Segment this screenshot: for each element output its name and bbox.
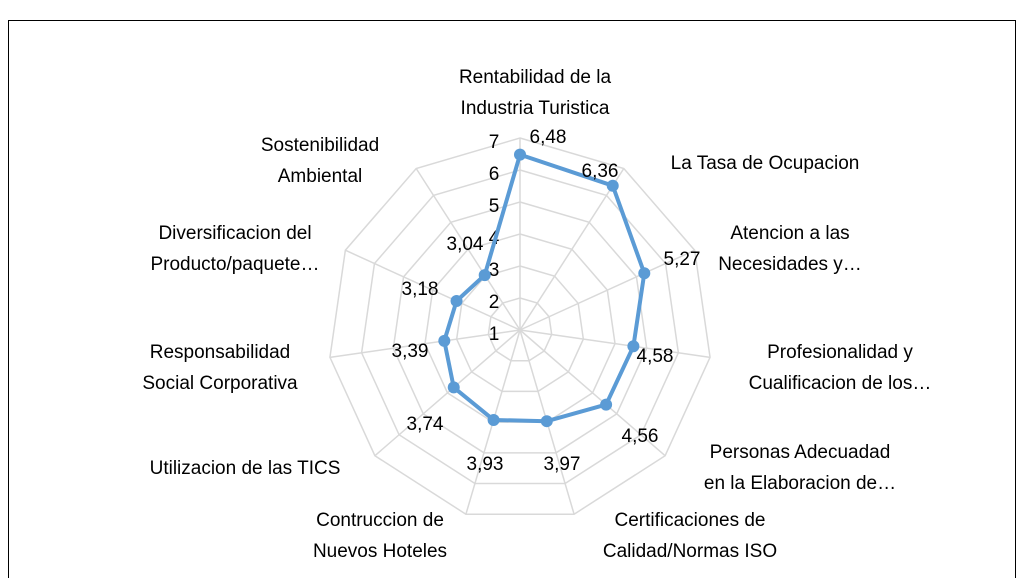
data-point [450, 295, 463, 308]
spoke [519, 329, 711, 359]
value-label: 3,04 [447, 234, 484, 255]
data-point [478, 269, 491, 282]
category-label: Utilizacion de las TICS [149, 458, 341, 479]
category-label: Personas Adecuadad en la Elaboracion de… [703, 442, 897, 494]
value-label: 5,27 [664, 249, 701, 270]
spoke [519, 249, 695, 331]
r-tick-label: 7 [489, 132, 500, 153]
data-point [627, 340, 640, 353]
grid-ring [487, 297, 553, 362]
value-label: 6,48 [530, 127, 567, 148]
r-tick-label: 3 [489, 260, 500, 281]
spoke [415, 168, 521, 331]
data-point [487, 413, 500, 426]
data-line [442, 152, 647, 424]
grid-ring [360, 169, 680, 485]
value-label: 4,56 [622, 426, 659, 447]
frame [8, 20, 1016, 578]
value-label: 3,93 [467, 454, 504, 475]
value-label: 3,74 [407, 414, 444, 435]
category-label: Diversificacion del Producto/paquete… [150, 223, 320, 275]
spoke [345, 249, 521, 331]
r-tick-label: 6 [489, 164, 500, 185]
r-tick-label: 5 [489, 196, 500, 217]
value-label: 3,39 [392, 341, 429, 362]
data-point [514, 148, 526, 161]
category-label: La Tasa de Ocupacion [670, 153, 860, 174]
category-label: Certificaciones de Calidad/Normas ISO [602, 510, 778, 562]
grid-ring [455, 265, 585, 393]
spoke [374, 329, 521, 457]
category-label: Contruccion de Nuevos Hoteles [312, 510, 448, 562]
r-tick-label: 2 [489, 292, 500, 313]
category-label: Atencion a las Necesidades y… [718, 223, 862, 275]
category-label: Profesionalidad y Cualificacion de los… [748, 342, 932, 394]
data-point [438, 334, 451, 347]
value-label: 6,36 [582, 161, 619, 182]
category-label: Rentabilidad de la Industria Turistica [458, 67, 612, 119]
spoke [519, 329, 666, 457]
value-label: 3,97 [544, 454, 581, 475]
grid-ring [329, 137, 711, 515]
data-point [447, 381, 460, 394]
spoke [329, 329, 521, 359]
value-label: 4,58 [637, 346, 674, 367]
grid-ring [392, 201, 648, 454]
data-point [600, 398, 613, 411]
r-tick-label: 1 [489, 324, 500, 345]
data-point [540, 415, 553, 428]
spoke [519, 168, 625, 331]
category-label: Responsabilidad Social Corporativa [142, 342, 298, 394]
category-label: Sostenibilidad Ambiental [260, 135, 380, 187]
data-point [606, 179, 619, 192]
data-point [638, 267, 651, 280]
value-label: 3,18 [402, 279, 439, 300]
